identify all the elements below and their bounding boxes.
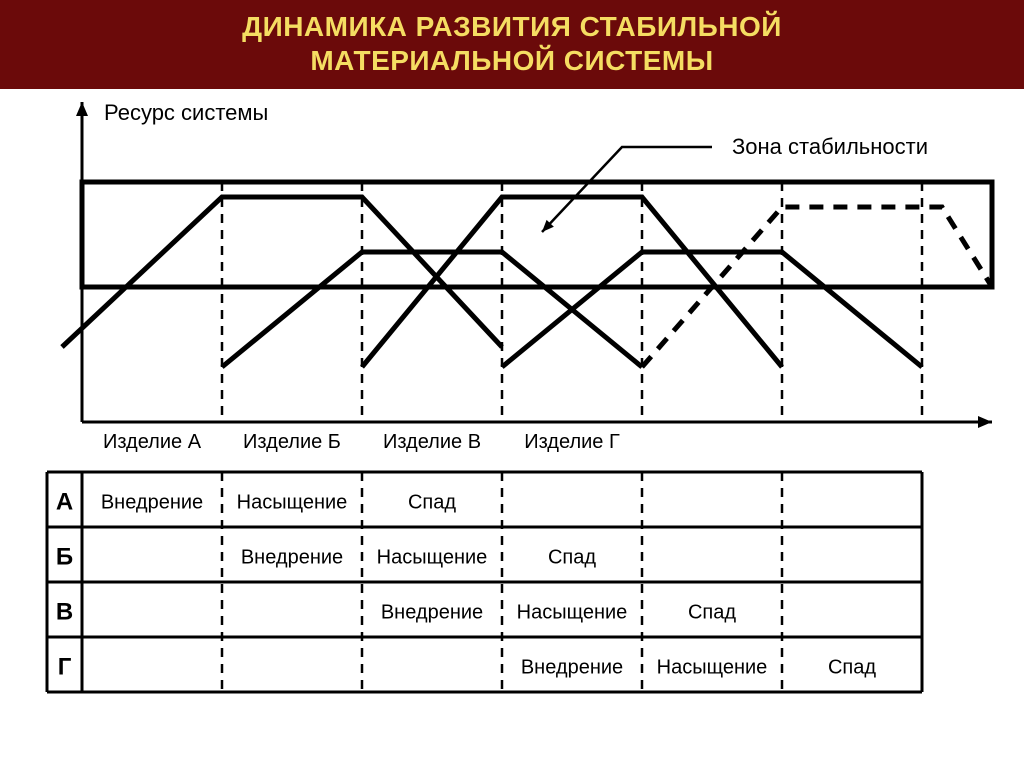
svg-text:Внедрение: Внедрение [381, 601, 483, 623]
svg-text:Изделие В: Изделие В [383, 431, 481, 453]
svg-text:Спад: Спад [548, 546, 596, 568]
svg-text:А: А [56, 488, 73, 515]
svg-text:Б: Б [56, 543, 73, 570]
svg-text:Спад: Спад [828, 656, 876, 678]
svg-text:Изделие А: Изделие А [103, 431, 202, 453]
diagram: Ресурс системы Зона стабильности Изделие А… [12, 92, 1012, 742]
svg-text:Изделие Г: Изделие Г [524, 431, 620, 453]
svg-text:Г: Г [58, 653, 72, 680]
title-line2: МАТЕРИАЛЬНОЙ СИСТЕМЫ [310, 45, 713, 76]
svg-text:Зона стабильности: Зона стабильности [732, 134, 928, 159]
svg-text:Спад: Спад [408, 491, 456, 513]
svg-text:Насыщение: Насыщение [657, 656, 768, 678]
svg-text:Изделие Б: Изделие Б [243, 431, 341, 453]
page-title: ДИНАМИКА РАЗВИТИЯ СТАБИЛЬНОЙ МАТЕРИАЛЬНО… [0, 0, 1024, 89]
svg-text:Ресурс системы: Ресурс системы [104, 100, 268, 125]
svg-text:Внедрение: Внедрение [521, 656, 623, 678]
svg-text:В: В [56, 598, 73, 625]
svg-text:Насыщение: Насыщение [377, 546, 488, 568]
title-line1: ДИНАМИКА РАЗВИТИЯ СТАБИЛЬНОЙ [242, 11, 782, 42]
svg-text:Внедрение: Внедрение [101, 491, 203, 513]
svg-text:Спад: Спад [688, 601, 736, 623]
svg-text:Насыщение: Насыщение [237, 491, 348, 513]
svg-text:Насыщение: Насыщение [517, 601, 628, 623]
svg-text:Внедрение: Внедрение [241, 546, 343, 568]
